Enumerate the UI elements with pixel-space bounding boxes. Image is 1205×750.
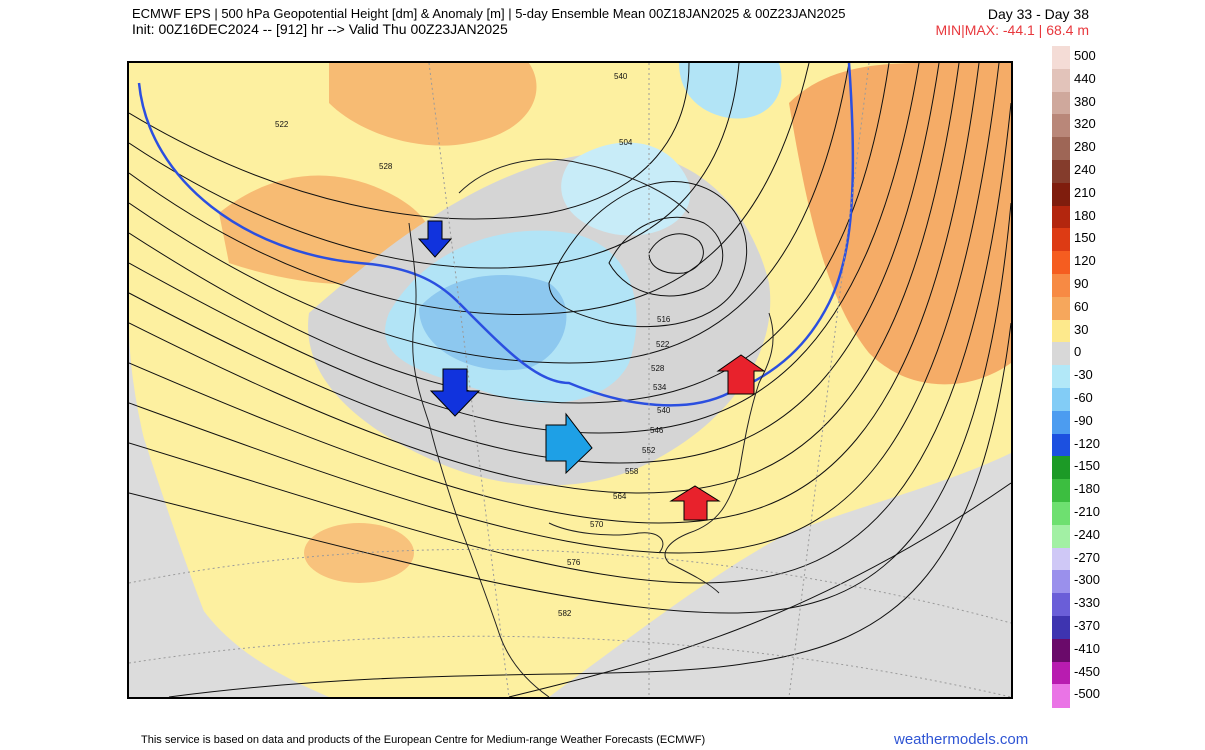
- legend-swatch: [1052, 570, 1070, 594]
- legend-swatch: [1052, 684, 1070, 708]
- legend-swatch: [1052, 524, 1070, 549]
- contour-label: 528: [651, 364, 665, 373]
- legend-label: 320: [1074, 116, 1096, 132]
- legend-label: -450: [1074, 663, 1101, 679]
- contour-label: 564: [613, 492, 627, 501]
- legend-swatch: [1052, 91, 1070, 115]
- positive-anomaly-patch: [304, 523, 414, 583]
- legend-label: -330: [1074, 595, 1101, 611]
- legend-swatch: [1052, 388, 1070, 412]
- brand-link[interactable]: weathermodels.com: [894, 731, 1029, 748]
- legend-swatch: [1052, 502, 1070, 526]
- positive-anomaly-area-north: [329, 63, 537, 146]
- legend-swatch: [1052, 410, 1070, 435]
- contour-label: 534: [653, 383, 667, 392]
- contour-label: 546: [650, 426, 664, 435]
- legend-label: 90: [1074, 276, 1089, 291]
- legend-swatch: [1052, 365, 1070, 389]
- legend-swatch: [1052, 114, 1070, 138]
- legend-label: -300: [1074, 572, 1101, 588]
- contour-label: 558: [625, 467, 639, 476]
- zero-anomaly-line: [137, 63, 855, 407]
- contour-label: 582: [558, 609, 572, 618]
- warm-air-arrow-southeast: [669, 485, 721, 521]
- warm-air-arrow-northeast: [716, 354, 766, 395]
- legend-label: -500: [1074, 686, 1101, 702]
- legend-swatch: [1052, 547, 1070, 571]
- forecast-day-range: Day 33 - Day 38: [987, 6, 1089, 22]
- legend-swatch: [1052, 137, 1070, 161]
- legend-label: 150: [1074, 230, 1096, 246]
- legend-swatch: [1052, 433, 1070, 457]
- positive-anomaly-area-atlantic: [789, 63, 1011, 385]
- ecmwf-attribution: This service is based on data and produc…: [141, 734, 706, 746]
- cold-air-arrow-pacific-nw: [417, 220, 453, 258]
- coastline-west: [408, 222, 550, 697]
- legend-swatch: [1052, 661, 1070, 685]
- legend-label: -180: [1074, 481, 1101, 497]
- weather-map: 522 528 540 504 516 522 528 534 540 546 …: [127, 61, 1013, 699]
- legend-label: -30: [1074, 367, 1093, 383]
- legend-label: 440: [1074, 70, 1096, 86]
- legend-swatch: [1052, 251, 1070, 275]
- legend-label: 210: [1074, 184, 1096, 200]
- legend-label: -370: [1074, 618, 1101, 633]
- legend-swatch: [1052, 456, 1070, 480]
- legend-label: 380: [1074, 93, 1096, 109]
- legend-label: -90: [1074, 412, 1093, 428]
- negative-anomaly-area-ne: [679, 63, 782, 119]
- contour-label: 570: [590, 520, 604, 529]
- legend-label: 120: [1074, 253, 1096, 269]
- legend-label: -210: [1074, 504, 1101, 519]
- legend-swatch: [1052, 274, 1070, 298]
- legend-label: 60: [1074, 298, 1089, 314]
- legend-label: 180: [1074, 207, 1096, 223]
- legend-label: 500: [1074, 48, 1096, 63]
- coastline-gulf: [548, 522, 664, 554]
- init-valid-line: Init: 00Z16DEC2024 -- [912] hr --> Valid…: [132, 21, 508, 37]
- coastline-east: [664, 312, 774, 594]
- legend-label: 0: [1074, 344, 1082, 360]
- contour-label: 540: [657, 406, 671, 415]
- legend-label: 280: [1074, 139, 1096, 155]
- legend-swatch: [1052, 228, 1070, 252]
- legend-label: -270: [1074, 549, 1101, 565]
- legend-label: -150: [1074, 458, 1101, 474]
- legend-swatch: [1052, 68, 1070, 93]
- map-title: ECMWF EPS | 500 hPa Geopotential Height …: [132, 6, 846, 21]
- anomaly-color-legend: 500 440 380 320 280 240 210 180 150 120 90 60 30 0 -30…: [1052, 46, 1132, 708]
- contour-label: 522: [656, 340, 670, 349]
- contour-label: 522: [275, 120, 289, 129]
- legend-swatch: [1052, 182, 1070, 207]
- contour-label: 552: [642, 446, 656, 455]
- contour-label: 576: [567, 558, 581, 567]
- legend-label: -120: [1074, 435, 1101, 451]
- coastline-north: [458, 158, 690, 214]
- legend-label: -240: [1074, 526, 1101, 542]
- legend-swatch: [1052, 296, 1070, 321]
- legend-swatch: [1052, 160, 1070, 184]
- contour-label: 528: [379, 162, 393, 171]
- contour-label: 540: [614, 72, 628, 81]
- legend-swatch: [1052, 46, 1070, 70]
- legend-label: 240: [1074, 162, 1096, 177]
- anomaly-min-max: MIN|MAX: -44.1 | 68.4 m: [935, 22, 1089, 38]
- legend-label: -410: [1074, 640, 1101, 656]
- legend-swatch: [1052, 205, 1070, 229]
- cold-air-arrow-west: [429, 368, 481, 417]
- legend-swatch: [1052, 593, 1070, 617]
- contour-label: 516: [657, 315, 671, 324]
- legend-label: -60: [1074, 390, 1093, 405]
- neutral-anomaly-area-sw: [129, 393, 239, 697]
- legend-label: 30: [1074, 321, 1089, 337]
- legend-swatch: [1052, 616, 1070, 640]
- legend-swatch: [1052, 479, 1070, 503]
- legend-swatch: [1052, 638, 1070, 663]
- legend-swatch: [1052, 319, 1070, 343]
- cold-air-arrow-plains: [545, 412, 593, 475]
- legend-swatch: [1052, 342, 1070, 366]
- contour-label: 504: [619, 138, 633, 147]
